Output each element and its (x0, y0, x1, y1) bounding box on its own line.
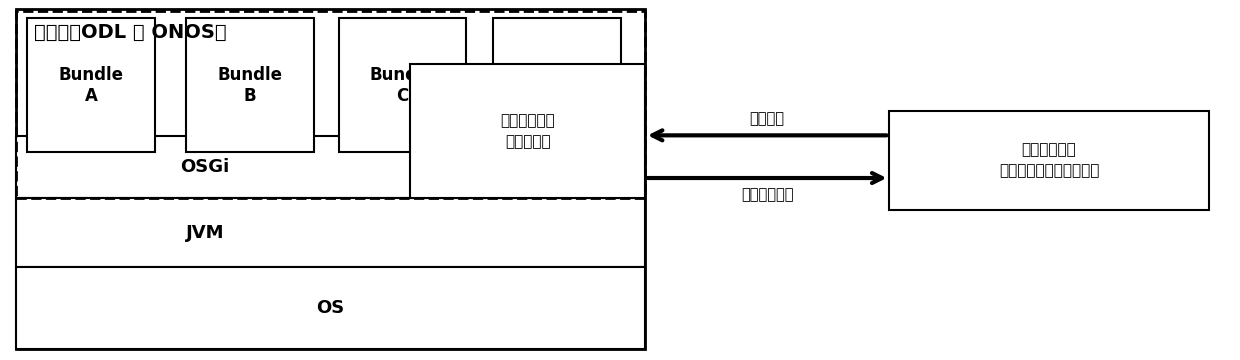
Bar (186, 18, 314, 152)
Bar (16, 267, 645, 349)
Bar (16, 198, 645, 267)
Text: 数据采集模块
（植入层）: 数据采集模块 （植入层） (500, 113, 556, 149)
Bar (16, 9, 645, 349)
Text: OSGi: OSGi (180, 158, 229, 176)
Bar (410, 64, 645, 198)
Text: Bundle
D: Bundle D (525, 66, 590, 105)
Bar (27, 18, 155, 152)
Text: Bundle
C: Bundle C (370, 66, 435, 105)
Text: 动态运行数据: 动态运行数据 (742, 187, 794, 202)
Text: OS: OS (316, 299, 345, 317)
Bar (16, 11, 645, 198)
Text: Bundle
A: Bundle A (58, 66, 124, 105)
Text: 在线监控模块
（植入规则，收集数据）: 在线监控模块 （植入规则，收集数据） (999, 142, 1099, 178)
Bar (889, 111, 1209, 210)
Text: Bundle
B: Bundle B (217, 66, 283, 105)
Bar (494, 18, 621, 152)
Bar (339, 18, 466, 152)
Text: 插桩规则: 插桩规则 (750, 111, 785, 126)
Text: JVM: JVM (186, 224, 224, 242)
Bar (16, 136, 645, 198)
Text: 控制器（ODL 或 ONOS）: 控制器（ODL 或 ONOS） (35, 23, 227, 42)
